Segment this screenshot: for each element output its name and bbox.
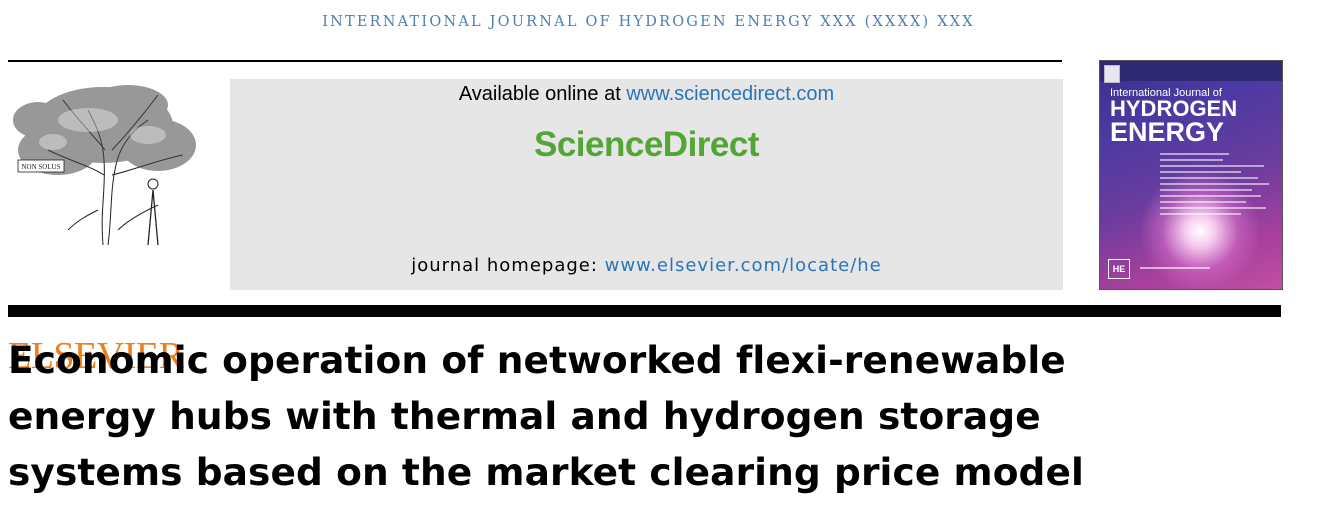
motto-text: NON SOLUS (21, 163, 60, 171)
publisher-name: ELSEVIER (8, 335, 184, 377)
cover-journal-line2: HYDROGEN (1110, 96, 1238, 121)
cover-elsevier-icon (1104, 65, 1120, 83)
title-line: Economic operation of networked flexi-re… (8, 338, 1066, 382)
homepage-prefix: journal homepage: (411, 255, 605, 276)
title-rule (8, 305, 1281, 317)
cover-bottom-rule (1140, 267, 1210, 269)
title-line: systems based on the market clearing pri… (8, 450, 1084, 494)
journal-cover: International Journal of HYDROGEN ENERGY… (1099, 60, 1283, 290)
availability-prefix: Available online at (458, 83, 627, 105)
elsevier-logo: NON SOLUS ELSEVIER (8, 80, 198, 377)
sciencedirect-link[interactable]: www.sciencedirect.com (626, 83, 835, 105)
tree-icon: NON SOLUS (13, 85, 196, 246)
availability-box: Available online at www.sciencedirect.co… (230, 79, 1063, 290)
running-head: INTERNATIONAL JOURNAL OF HYDROGEN ENERGY… (322, 14, 975, 30)
article-title: Economic operation of networked flexi-re… (8, 332, 1268, 500)
cover-journal-line1: International Journal of (1110, 87, 1222, 99)
cover-top-bar (1100, 61, 1282, 81)
cover-journal-line3: ENERGY (1110, 117, 1225, 147)
homepage-line: journal homepage: www.elsevier.com/locat… (230, 255, 1063, 276)
header-rule (8, 60, 1062, 62)
cover-editor-list (1160, 153, 1275, 219)
availability-line: Available online at www.sciencedirect.co… (230, 83, 1063, 106)
cover-he-badge: HE (1108, 259, 1130, 279)
title-line: energy hubs with thermal and hydrogen st… (8, 394, 1041, 438)
sciencedirect-logo: ScienceDirect (533, 125, 760, 164)
journal-homepage-link[interactable]: www.elsevier.com/locate/he (604, 255, 882, 276)
